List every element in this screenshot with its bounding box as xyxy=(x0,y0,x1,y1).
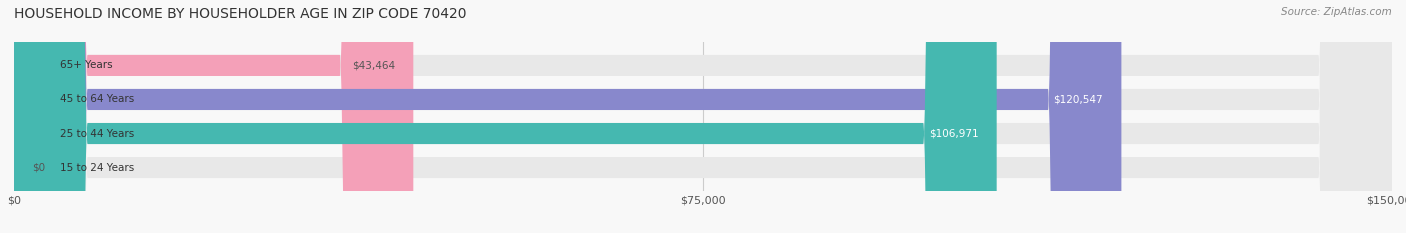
Text: Source: ZipAtlas.com: Source: ZipAtlas.com xyxy=(1281,7,1392,17)
Text: $43,464: $43,464 xyxy=(352,60,395,70)
Text: $120,547: $120,547 xyxy=(1053,94,1104,104)
Text: HOUSEHOLD INCOME BY HOUSEHOLDER AGE IN ZIP CODE 70420: HOUSEHOLD INCOME BY HOUSEHOLDER AGE IN Z… xyxy=(14,7,467,21)
FancyBboxPatch shape xyxy=(14,0,1392,233)
Text: 25 to 44 Years: 25 to 44 Years xyxy=(60,129,134,139)
FancyBboxPatch shape xyxy=(14,0,1392,233)
FancyBboxPatch shape xyxy=(14,0,413,233)
Text: 45 to 64 Years: 45 to 64 Years xyxy=(60,94,134,104)
Text: $106,971: $106,971 xyxy=(929,129,979,139)
FancyBboxPatch shape xyxy=(14,0,997,233)
Text: 15 to 24 Years: 15 to 24 Years xyxy=(60,163,134,173)
FancyBboxPatch shape xyxy=(14,0,1392,233)
FancyBboxPatch shape xyxy=(14,0,1392,233)
Text: $0: $0 xyxy=(32,163,45,173)
FancyBboxPatch shape xyxy=(14,0,1122,233)
Text: 65+ Years: 65+ Years xyxy=(60,60,112,70)
